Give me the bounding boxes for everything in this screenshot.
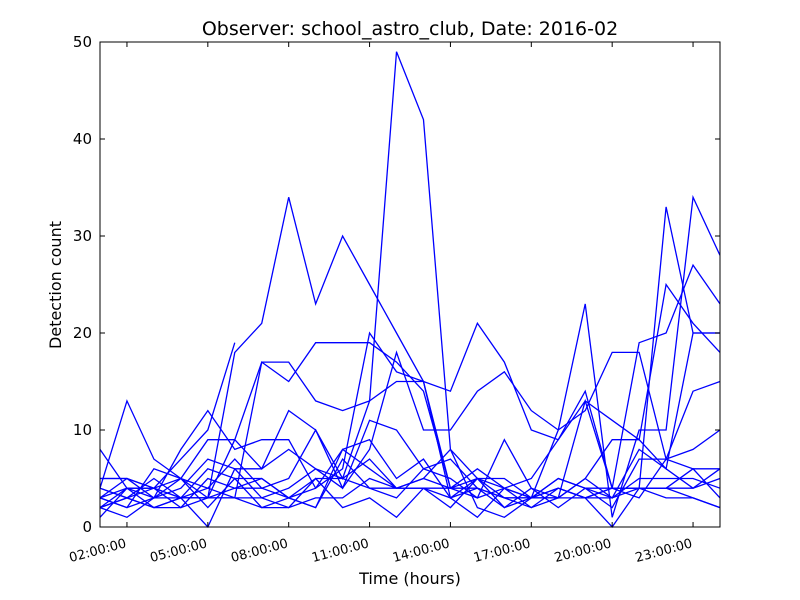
plot-frame bbox=[99, 41, 721, 528]
series-line-1 bbox=[99, 342, 236, 489]
y-tick-label: 50 bbox=[73, 33, 92, 51]
series-line-6 bbox=[99, 350, 721, 509]
series-line-7 bbox=[99, 332, 720, 509]
series-line-10 bbox=[99, 448, 721, 509]
series-line-9 bbox=[99, 429, 721, 509]
y-tick-label: 0 bbox=[82, 518, 92, 536]
series-line-11 bbox=[99, 448, 721, 509]
x-tick-label: 14:00:00 bbox=[391, 536, 451, 566]
series-line-3 bbox=[99, 51, 721, 519]
plot-lines bbox=[99, 51, 721, 529]
series-line-8 bbox=[99, 398, 720, 529]
x-tick-label: 20:00:00 bbox=[553, 536, 613, 566]
y-tick-label: 10 bbox=[73, 421, 92, 439]
x-axis-label: Time (hours) bbox=[358, 569, 461, 588]
series-line-15 bbox=[99, 477, 721, 509]
x-tick-label: 08:00:00 bbox=[229, 536, 289, 566]
series-line-5 bbox=[99, 263, 721, 499]
y-tick-label: 20 bbox=[73, 324, 92, 342]
series-line-14 bbox=[100, 467, 721, 509]
x-tick-label: 23:00:00 bbox=[634, 536, 694, 566]
x-tick-label: 17:00:00 bbox=[472, 536, 532, 566]
x-tick-label: 11:00:00 bbox=[310, 536, 370, 566]
x-tick-label: 02:00:00 bbox=[68, 536, 128, 566]
series-line-13 bbox=[99, 477, 721, 529]
x-tick-label: 05:00:00 bbox=[149, 536, 209, 566]
y-tick-label: 40 bbox=[73, 130, 92, 148]
y-axis: 0 10 20 30 40 50 bbox=[73, 33, 720, 536]
y-tick-label: 30 bbox=[73, 227, 92, 245]
y-axis-label: Detection count bbox=[46, 221, 65, 349]
chart-title: Observer: school_astro_club, Date: 2016-… bbox=[202, 18, 618, 40]
